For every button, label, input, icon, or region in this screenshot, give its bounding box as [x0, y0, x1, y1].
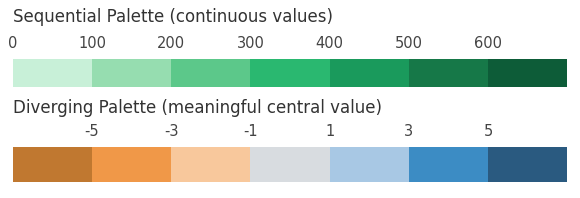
Text: 500: 500: [395, 36, 423, 51]
Text: 100: 100: [78, 36, 106, 51]
Text: 300: 300: [237, 36, 264, 51]
Text: 3: 3: [404, 124, 414, 139]
Text: Sequential Palette (continuous values): Sequential Palette (continuous values): [13, 8, 333, 26]
Text: 400: 400: [316, 36, 343, 51]
Text: -5: -5: [85, 124, 99, 139]
Text: 0: 0: [8, 36, 17, 51]
Text: -1: -1: [243, 124, 258, 139]
Text: 600: 600: [474, 36, 502, 51]
Text: 1: 1: [325, 124, 334, 139]
Text: 200: 200: [157, 36, 185, 51]
Text: -3: -3: [164, 124, 179, 139]
Text: 5: 5: [483, 124, 492, 139]
Text: Diverging Palette (meaningful central value): Diverging Palette (meaningful central va…: [13, 99, 382, 117]
